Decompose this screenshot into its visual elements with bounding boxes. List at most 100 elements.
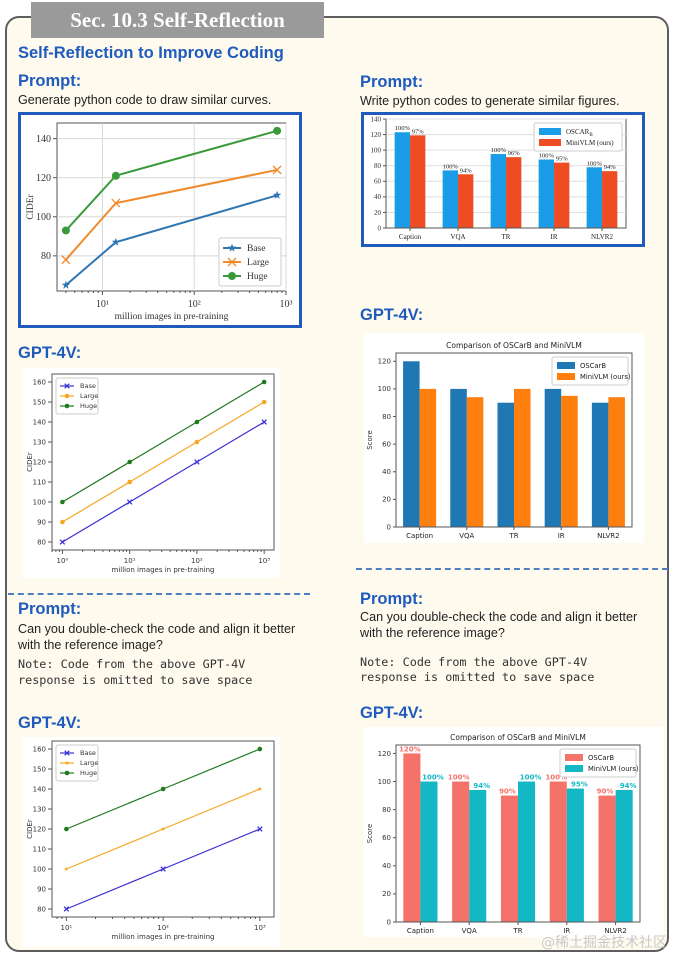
bar-value-label: 94%	[460, 167, 473, 174]
y-axis-label: Score	[366, 430, 374, 450]
bar-minivlm	[420, 781, 438, 922]
bar-oscar	[538, 159, 554, 228]
data-point-large	[111, 198, 121, 208]
right-prompt2-heading: Prompt:	[360, 590, 424, 608]
bar-oscar	[500, 795, 518, 922]
x-tick-label: 10¹	[61, 924, 73, 932]
bar-value-label: 90%	[499, 788, 516, 796]
x-tick-label: VQA	[450, 233, 465, 241]
data-point-huge	[60, 499, 65, 505]
right-prompt2-line2: with the reference image?	[360, 626, 505, 640]
data-point-base	[160, 866, 166, 872]
bar-oscar	[549, 781, 567, 922]
y-tick-label: 40	[382, 862, 391, 870]
legend-label: Huge	[80, 769, 97, 777]
y-tick-label: 40	[382, 468, 391, 476]
data-point-base	[63, 906, 70, 912]
x-tick-label: 10²	[188, 299, 201, 310]
legend-marker	[64, 760, 70, 765]
legend-label: MiniVLM (ours)	[566, 139, 614, 147]
gpt-curves-chart-2: 10¹ 10² 10³ 80 90 100 110 120 130 140 150 160 millio…	[26, 740, 275, 941]
bar-value-label: 96%	[508, 150, 521, 157]
left-prompt1-text: Generate python code to draw similar cur…	[18, 93, 272, 107]
x-tick-label: 10²	[191, 557, 203, 565]
data-point-huge	[273, 126, 282, 135]
legend-marker	[64, 393, 70, 399]
data-point-large	[194, 439, 200, 445]
y-tick-label: 120	[33, 458, 46, 466]
right-note-line2: response is omitted to save space	[360, 670, 595, 684]
data-point-base	[257, 826, 263, 832]
x-tick-label: NLVR2	[591, 233, 613, 241]
y-tick-label: 120	[378, 750, 391, 758]
legend-swatch	[557, 362, 575, 369]
legend-label: MiniVLM (ours)	[580, 373, 631, 381]
y-tick-label: 100	[33, 498, 46, 506]
right-prompt2-line1: Can you double-check the code and align …	[360, 610, 638, 624]
bar-minivlm	[506, 157, 522, 228]
data-point-huge	[127, 459, 132, 465]
bar-minivlm	[608, 397, 625, 527]
bar-minivlm	[566, 788, 584, 922]
bar-minivlm	[469, 789, 487, 922]
legend-marker	[227, 257, 237, 267]
bar-value-label: 100%	[545, 774, 567, 782]
y-axis-label: CIDEr	[26, 452, 34, 472]
data-point-base	[272, 190, 282, 199]
legend-label: MiniVLM (ours)	[588, 765, 639, 773]
legend-label: OSCarB	[588, 754, 614, 762]
x-axis-label: million images in pre-training	[112, 933, 215, 941]
y-tick-label: 90	[37, 885, 46, 893]
gpt-bars-figure-1: Comparison of OSCarB and MiniVLM 0 20 40 60 8…	[364, 333, 644, 543]
y-tick-label: 100	[33, 865, 46, 873]
data-point-base	[59, 539, 66, 545]
data-point-large	[272, 165, 282, 175]
legend-label: Huge	[247, 272, 268, 282]
data-point-base	[111, 237, 120, 246]
legend-label: Huge	[80, 402, 97, 410]
y-tick-label: 100	[378, 778, 391, 786]
legend-marker	[228, 272, 236, 280]
bar-value-label: 90%	[597, 788, 614, 796]
legend-label: Base	[80, 382, 96, 390]
y-tick-label: 140	[33, 785, 46, 793]
bar-value-label: 100%	[395, 125, 411, 132]
bar-value-label: 100%	[491, 147, 507, 154]
data-point-huge	[111, 171, 120, 180]
y-tick-label: 80	[382, 413, 391, 421]
y-tick-label: 80	[382, 806, 391, 814]
bar-minivlm	[466, 397, 484, 527]
right-gpt2-heading: GPT-4V:	[360, 704, 424, 722]
x-tick-label: Caption	[399, 233, 422, 241]
legend-label: Large	[247, 258, 269, 268]
left-prompt2-line1: Can you double-check the code and align …	[18, 622, 296, 636]
y-tick-label: 60	[382, 834, 391, 842]
bar-minivlm	[458, 174, 474, 228]
data-point-large	[127, 479, 132, 485]
y-tick-label: 80	[374, 162, 382, 170]
legend-swatch	[539, 139, 561, 146]
left-note-line2: response is omitted to save space	[18, 673, 253, 687]
y-tick-label: 110	[33, 478, 46, 486]
y-tick-label: 20	[382, 496, 391, 504]
x-axis-label: million images in pre-training	[112, 566, 215, 574]
section-banner: Sec. 10.3 Self-Reflection	[31, 2, 324, 38]
y-tick-label: 60	[382, 440, 391, 448]
x-tick-label: NLVR2	[597, 532, 619, 540]
data-point-large	[160, 826, 166, 831]
x-axis-label: million images in pre-training	[115, 312, 229, 322]
x-tick-label: 10³	[258, 557, 270, 565]
data-point-huge	[64, 826, 69, 832]
y-tick-label: 60	[374, 178, 382, 186]
y-tick-label: 0	[387, 918, 391, 926]
bar-minivlm	[410, 135, 426, 228]
y-tick-label: 20	[382, 890, 391, 898]
y-tick-label: 120	[378, 358, 391, 366]
bar-value-label: 100%	[448, 774, 470, 782]
data-point-large	[261, 399, 267, 405]
y-tick-label: 110	[33, 845, 46, 853]
bar-minivlm	[419, 388, 437, 527]
ref-bars-figure: 0 20 40 60 80 100 120 140 Caption 100% 97% VQA 100% 9…	[361, 112, 645, 247]
data-point-base	[261, 419, 267, 425]
bar-oscar	[598, 795, 616, 922]
